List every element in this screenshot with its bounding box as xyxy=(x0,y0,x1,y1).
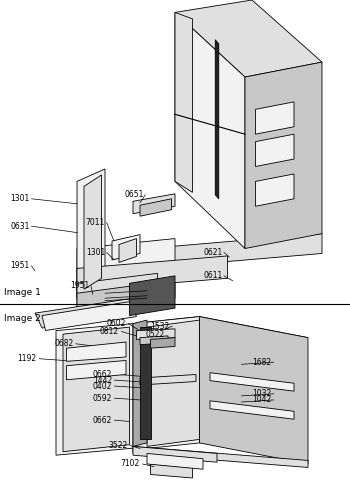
Text: 7102: 7102 xyxy=(121,459,140,469)
Text: 0662: 0662 xyxy=(93,415,112,424)
Polygon shape xyxy=(210,401,294,419)
Polygon shape xyxy=(133,317,308,344)
Polygon shape xyxy=(133,446,308,468)
Polygon shape xyxy=(119,239,136,262)
Polygon shape xyxy=(147,453,203,469)
Text: 1301: 1301 xyxy=(10,194,30,203)
Text: 1301: 1301 xyxy=(86,248,105,257)
Polygon shape xyxy=(147,234,322,268)
Text: 0592: 0592 xyxy=(93,394,112,403)
Text: 7011: 7011 xyxy=(86,218,105,227)
Polygon shape xyxy=(77,286,133,308)
Text: 0662: 0662 xyxy=(93,370,112,379)
Text: 0682: 0682 xyxy=(54,339,74,348)
Polygon shape xyxy=(175,12,245,248)
Text: 1442: 1442 xyxy=(93,376,112,385)
Polygon shape xyxy=(77,256,228,291)
Polygon shape xyxy=(175,12,192,192)
Polygon shape xyxy=(140,336,168,344)
Polygon shape xyxy=(140,327,150,439)
Text: 0621: 0621 xyxy=(203,248,222,257)
Text: 0602: 0602 xyxy=(107,319,126,328)
Polygon shape xyxy=(112,235,140,260)
Text: 0611: 0611 xyxy=(203,271,222,280)
Polygon shape xyxy=(245,62,322,248)
Polygon shape xyxy=(56,324,133,455)
Polygon shape xyxy=(35,298,140,328)
Text: 1042: 1042 xyxy=(252,396,271,405)
Polygon shape xyxy=(140,199,172,216)
Polygon shape xyxy=(63,327,130,452)
Polygon shape xyxy=(77,273,158,298)
Text: 0631: 0631 xyxy=(10,222,30,231)
Polygon shape xyxy=(84,175,102,289)
Polygon shape xyxy=(256,102,294,134)
Text: 1682: 1682 xyxy=(252,358,271,367)
Polygon shape xyxy=(210,373,294,391)
Polygon shape xyxy=(150,464,193,478)
Polygon shape xyxy=(256,134,294,166)
Polygon shape xyxy=(133,194,175,214)
Text: 0651: 0651 xyxy=(124,190,144,199)
Polygon shape xyxy=(215,40,219,199)
Text: 0812: 0812 xyxy=(100,327,119,336)
Text: 3522: 3522 xyxy=(108,441,128,450)
Polygon shape xyxy=(150,337,175,348)
Polygon shape xyxy=(77,169,105,298)
Text: 0402: 0402 xyxy=(93,382,112,391)
Polygon shape xyxy=(136,329,175,339)
Text: 1532: 1532 xyxy=(150,322,170,331)
Polygon shape xyxy=(66,342,126,361)
Polygon shape xyxy=(133,317,200,450)
Polygon shape xyxy=(42,302,136,331)
Polygon shape xyxy=(147,320,200,446)
Polygon shape xyxy=(140,374,196,385)
Text: 1951: 1951 xyxy=(70,281,89,290)
Text: 1951: 1951 xyxy=(10,261,30,270)
Polygon shape xyxy=(256,174,294,206)
Text: Image 1: Image 1 xyxy=(4,288,40,297)
Text: 1032: 1032 xyxy=(252,389,271,398)
Polygon shape xyxy=(66,360,126,380)
Polygon shape xyxy=(130,276,175,316)
Text: 1192: 1192 xyxy=(18,354,37,363)
Polygon shape xyxy=(77,239,175,308)
Polygon shape xyxy=(175,0,322,77)
Polygon shape xyxy=(199,317,308,464)
Polygon shape xyxy=(133,446,217,462)
Polygon shape xyxy=(133,320,147,446)
Text: Image 2: Image 2 xyxy=(4,314,40,323)
Text: 0522: 0522 xyxy=(145,330,164,338)
